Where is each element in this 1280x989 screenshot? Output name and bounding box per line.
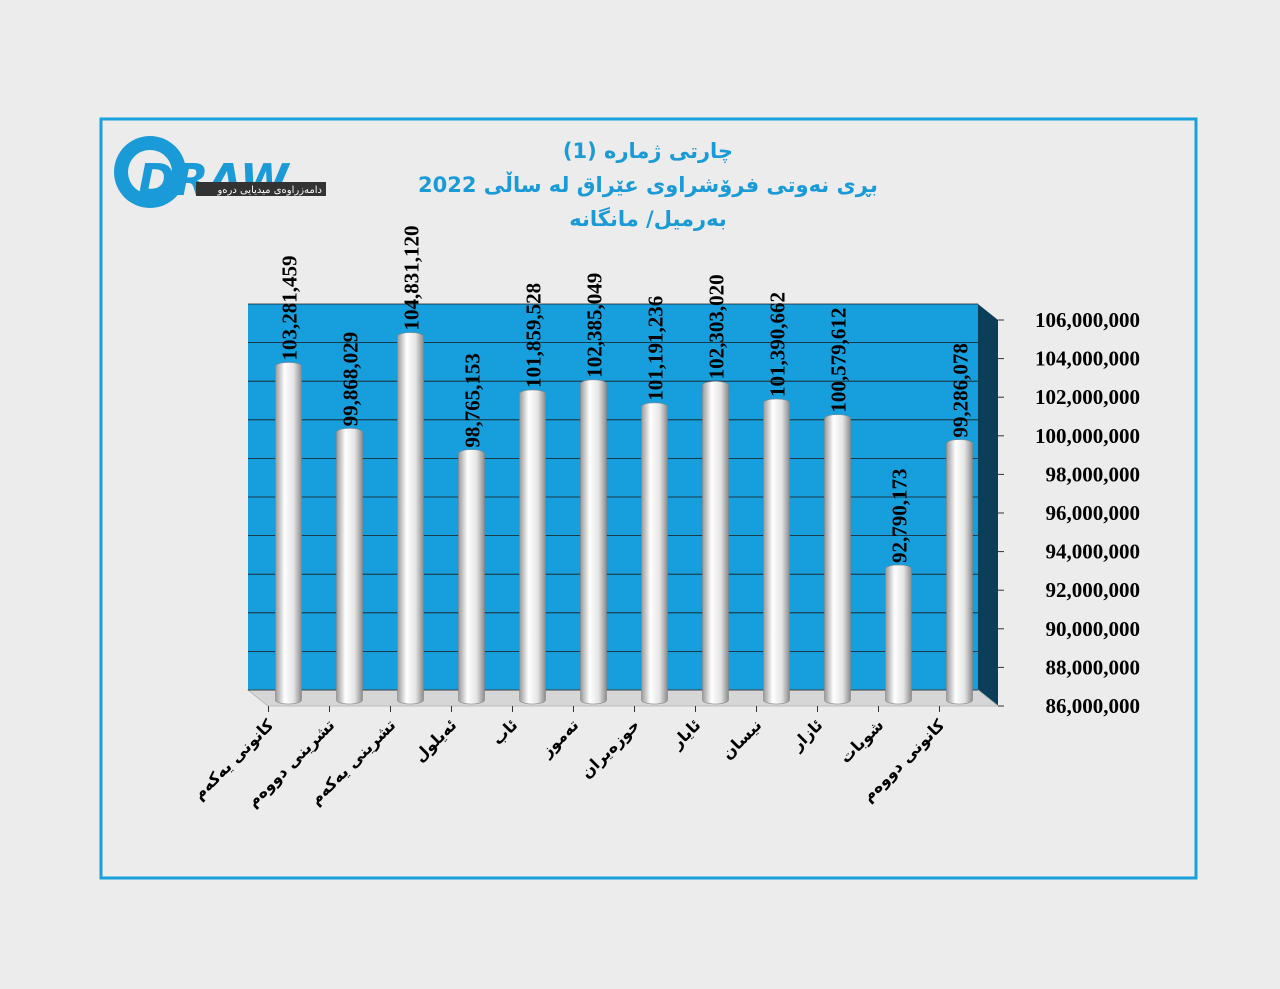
unit-label: بەرمیل/ مانگانە bbox=[569, 206, 727, 231]
chart-title: چارتی ژمارە (1) bbox=[563, 139, 733, 163]
bar bbox=[336, 428, 363, 705]
y-tick-label: 104,000,000 bbox=[1035, 347, 1140, 371]
bar bbox=[946, 439, 973, 705]
value-label: 92,790,173 bbox=[888, 468, 912, 563]
x-tick-label: ئەیلول bbox=[410, 715, 460, 765]
value-label: 100,579,612 bbox=[827, 308, 851, 413]
x-tick-label: ئایار bbox=[667, 715, 705, 753]
bar bbox=[580, 379, 607, 705]
x-tick-label: نیسان bbox=[718, 715, 766, 763]
y-tick-label: 102,000,000 bbox=[1035, 385, 1140, 409]
y-tick-label: 92,000,000 bbox=[1046, 578, 1141, 602]
y-tick-label: 98,000,000 bbox=[1046, 462, 1141, 486]
x-tick-label: شوبات bbox=[836, 715, 888, 767]
logo-mark bbox=[128, 150, 172, 194]
logo: DRAW دامەزراوەی میدیایی درەو bbox=[114, 136, 326, 208]
value-label: 101,390,662 bbox=[766, 292, 790, 397]
logo-tagline: دامەزراوەی میدیایی درەو bbox=[216, 185, 322, 196]
y-tick-label: 88,000,000 bbox=[1046, 655, 1141, 679]
value-label: 104,831,120 bbox=[400, 226, 424, 331]
value-label: 101,191,236 bbox=[644, 296, 668, 401]
x-tick-label: ئاب bbox=[488, 715, 521, 748]
value-label: 102,385,049 bbox=[583, 273, 607, 378]
x-tick-label: تەموز bbox=[536, 715, 582, 761]
frame bbox=[99, 117, 1198, 880]
value-label: 103,281,459 bbox=[278, 255, 302, 360]
bar bbox=[824, 414, 851, 705]
y-tick-label: 96,000,000 bbox=[1046, 501, 1141, 525]
y-tick-label: 100,000,000 bbox=[1035, 424, 1140, 448]
y-tick-label: 94,000,000 bbox=[1046, 540, 1141, 564]
bar bbox=[702, 381, 729, 705]
logo-text: DRAW bbox=[138, 155, 291, 206]
value-label: 101,859,528 bbox=[522, 283, 546, 388]
bar bbox=[519, 389, 546, 705]
value-label: 99,868,029 bbox=[339, 332, 363, 427]
y-tick-label: 106,000,000 bbox=[1035, 308, 1140, 332]
y-tick-label: 86,000,000 bbox=[1046, 694, 1141, 718]
bar bbox=[397, 332, 424, 705]
chart-subtitle: بڕی نەوتی فرۆشراوی عێراق لە ساڵی 2022 bbox=[418, 171, 878, 197]
bar bbox=[275, 362, 302, 705]
logo-bar bbox=[196, 182, 326, 196]
value-label: 99,286,078 bbox=[949, 343, 973, 438]
side-wall bbox=[978, 304, 998, 706]
bar bbox=[458, 449, 485, 705]
value-label: 98,765,153 bbox=[461, 353, 485, 448]
bar bbox=[641, 402, 668, 705]
x-tick-label: ئازار bbox=[787, 715, 827, 755]
value-label: 102,303,020 bbox=[705, 274, 729, 379]
x-tick-label: حوزەیران bbox=[577, 715, 644, 782]
y-tick-label: 90,000,000 bbox=[1046, 617, 1141, 641]
bar bbox=[763, 398, 790, 705]
bar bbox=[885, 564, 912, 705]
